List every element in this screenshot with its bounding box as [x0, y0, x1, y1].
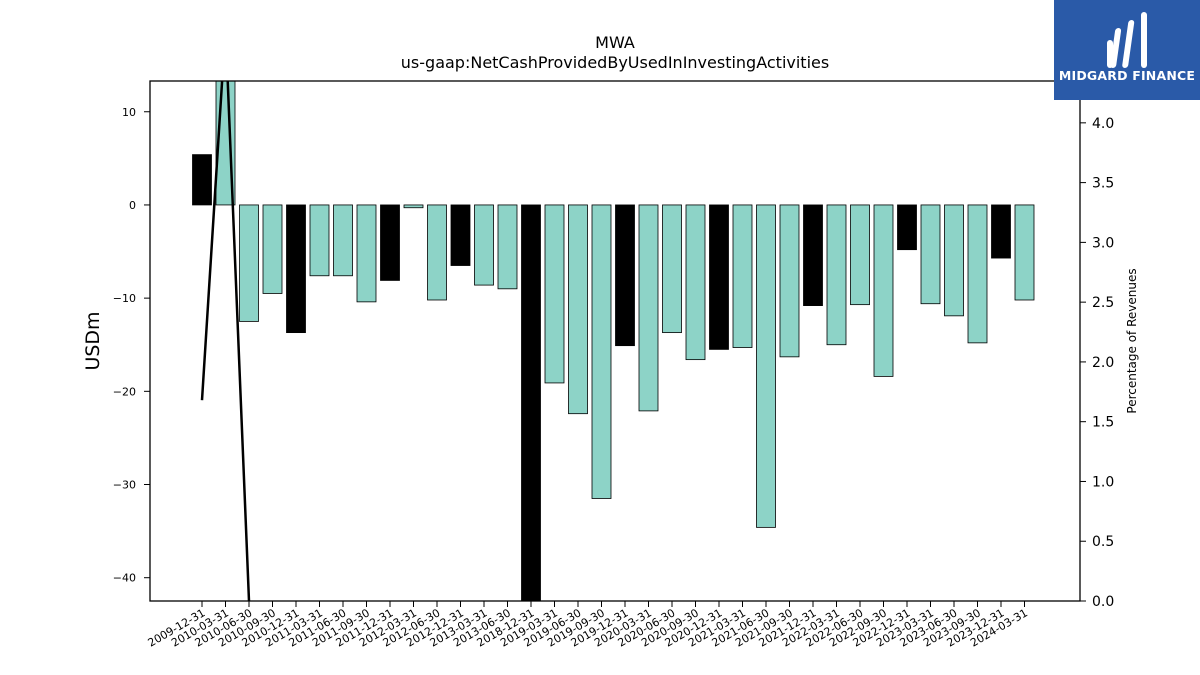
bar-2020-09-30 [685, 204, 706, 361]
bar-2012-03-31 [403, 204, 424, 209]
bar-2021-12-31 [803, 204, 823, 306]
bar-2020-03-31 [638, 204, 659, 412]
bar-2011-06-30 [333, 204, 353, 277]
bar-2010-12-31 [286, 204, 306, 334]
y2-axis-label: Percentage of Revenues [1125, 268, 1139, 413]
y-tick-label: −20 [113, 385, 136, 398]
y-tick-label: 0 [129, 199, 136, 212]
y2-tick-label: 3.0 [1092, 235, 1114, 251]
chart-title: MWA [595, 33, 635, 52]
bar-2019-09-30 [591, 204, 612, 499]
y2-tick-label: 2.5 [1092, 295, 1114, 311]
bar-2023-03-31 [920, 204, 941, 305]
plot-frame [149, 80, 1081, 602]
y-tick-label: −40 [113, 572, 136, 585]
y2-tick-label: 1.5 [1092, 415, 1114, 431]
bar-2018-12-31 [521, 204, 541, 602]
bar-2020-06-30 [662, 204, 682, 334]
chart-subtitle: us-gaap:NetCashProvidedByUsedInInvesting… [401, 53, 829, 72]
line-group [200, 81, 251, 601]
bar-2022-09-30 [873, 204, 894, 377]
y2-tick-label: 0.5 [1092, 534, 1114, 550]
bar-2022-12-31 [897, 204, 917, 251]
bar-2009-12-31 [192, 154, 212, 206]
bar-2021-06-30 [756, 204, 776, 528]
logo-text: MIDGARD FINANCE [1058, 68, 1196, 83]
bar-2010-06-30 [239, 204, 259, 322]
bar-2019-12-31 [615, 204, 635, 347]
y2-tick-label: 1.0 [1092, 474, 1114, 490]
y-axis-label: USDm [82, 311, 104, 370]
bar-2013-06-30 [497, 204, 518, 290]
bar-2024-03-31 [1014, 204, 1035, 301]
y-tick-label: −10 [113, 292, 136, 305]
x-axis: 2009-12-312010-03-312010-06-302010-09-30… [146, 601, 1030, 650]
y2-tick-label: 0.0 [1092, 594, 1114, 610]
bar-2011-09-30 [356, 204, 377, 303]
y2-tick-label: 2.0 [1092, 355, 1114, 371]
bar-2022-06-30 [850, 204, 870, 306]
bar-2019-06-30 [568, 204, 588, 415]
revenue-percentage-line [200, 81, 251, 601]
bar-2012-06-30 [427, 204, 447, 301]
bar-2012-12-31 [450, 204, 471, 266]
y2-axis: 0.0 0.5 1.0 1.5 2.0 2.5 3.0 3.5 4.0 [1080, 116, 1114, 610]
y2-tick-label: 4.0 [1092, 116, 1114, 132]
bar-2022-03-31 [826, 204, 847, 346]
y-axis: 10 0 −10 −20 −30 −40 [113, 106, 150, 585]
logo-mark-icon [1107, 12, 1147, 68]
bar-2013-03-31 [474, 204, 494, 286]
bar-2019-03-31 [544, 204, 565, 384]
bar-2011-12-31 [380, 204, 400, 281]
bar-2023-09-30 [967, 204, 988, 344]
y2-tick-label: 3.5 [1092, 176, 1114, 192]
midgard-finance-logo: MIDGARD FINANCE [1054, 0, 1200, 100]
bar-2021-03-31 [732, 204, 753, 348]
bar-2010-09-30 [262, 204, 283, 294]
bar-2011-03-31 [309, 204, 330, 277]
bars-group [192, 80, 1035, 602]
bar-2020-12-31 [709, 204, 729, 350]
bar-2023-12-31 [991, 204, 1011, 259]
bar-2021-09-30 [779, 204, 800, 358]
y-tick-label: −30 [113, 479, 136, 492]
y-tick-label: 10 [122, 106, 136, 119]
bar-2023-06-30 [944, 204, 964, 317]
